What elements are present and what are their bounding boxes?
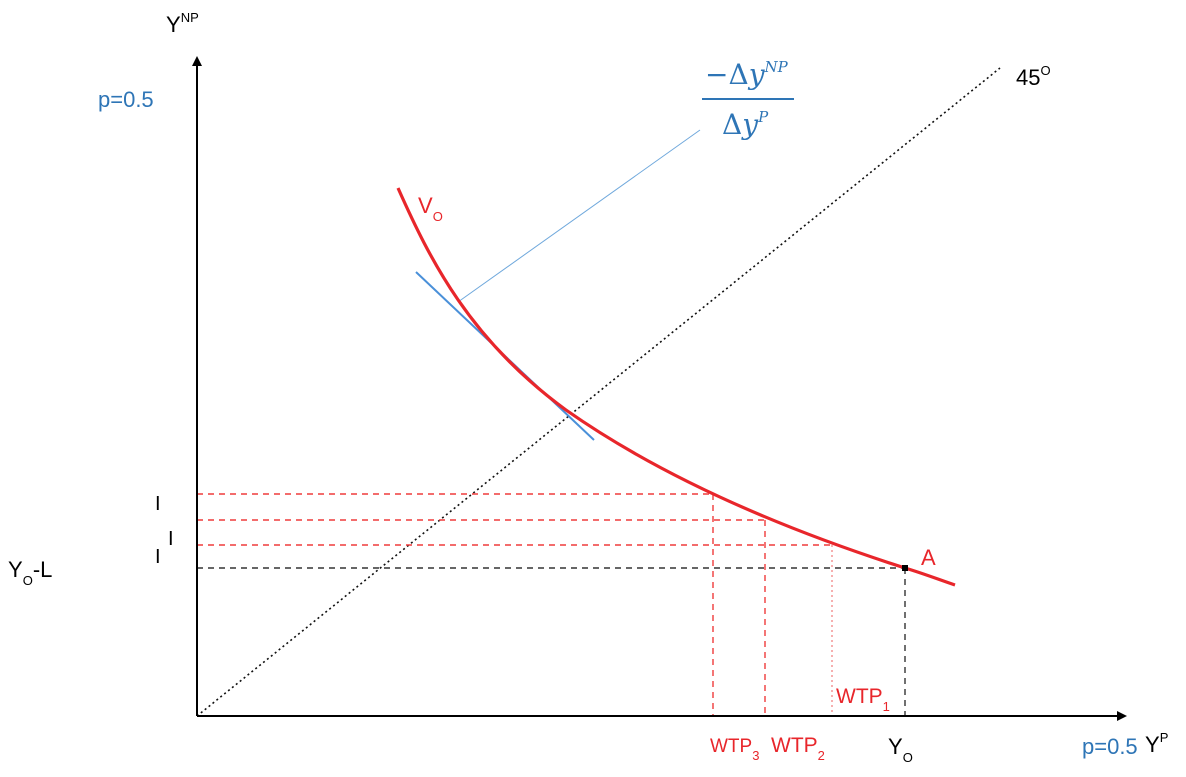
tick-mark-2: I xyxy=(168,528,174,550)
slope-formula: −ΔyNP ΔyP xyxy=(702,58,794,141)
line-45-degree xyxy=(196,67,1001,717)
formula-numerator: −ΔyNP xyxy=(705,58,789,91)
wtp1-label: WTP1 xyxy=(836,685,890,714)
x-axis-label: YP xyxy=(1145,730,1168,757)
formula-denominator: ΔyP xyxy=(722,108,769,141)
curve-label: VO xyxy=(418,193,443,224)
y-prob-label: p=0.5 xyxy=(98,87,154,112)
line-45-label: 45O xyxy=(1016,63,1051,90)
y-axis-label: YNP xyxy=(166,10,199,37)
x-prob-label: p=0.5 xyxy=(1082,734,1138,759)
point-a-label: A xyxy=(921,545,936,570)
tick-mark-3: I xyxy=(155,546,161,568)
yo-l-label: YO-L xyxy=(8,557,52,588)
indifference-curve xyxy=(396,187,956,587)
yo-x-label: YO xyxy=(888,734,913,765)
formula-leader-line xyxy=(457,129,701,303)
wtp3-label: WTP3 xyxy=(710,736,759,763)
point-a-marker xyxy=(902,565,908,571)
wtp2-label: WTP2 xyxy=(771,734,825,763)
tick-mark-1: I xyxy=(155,493,161,515)
